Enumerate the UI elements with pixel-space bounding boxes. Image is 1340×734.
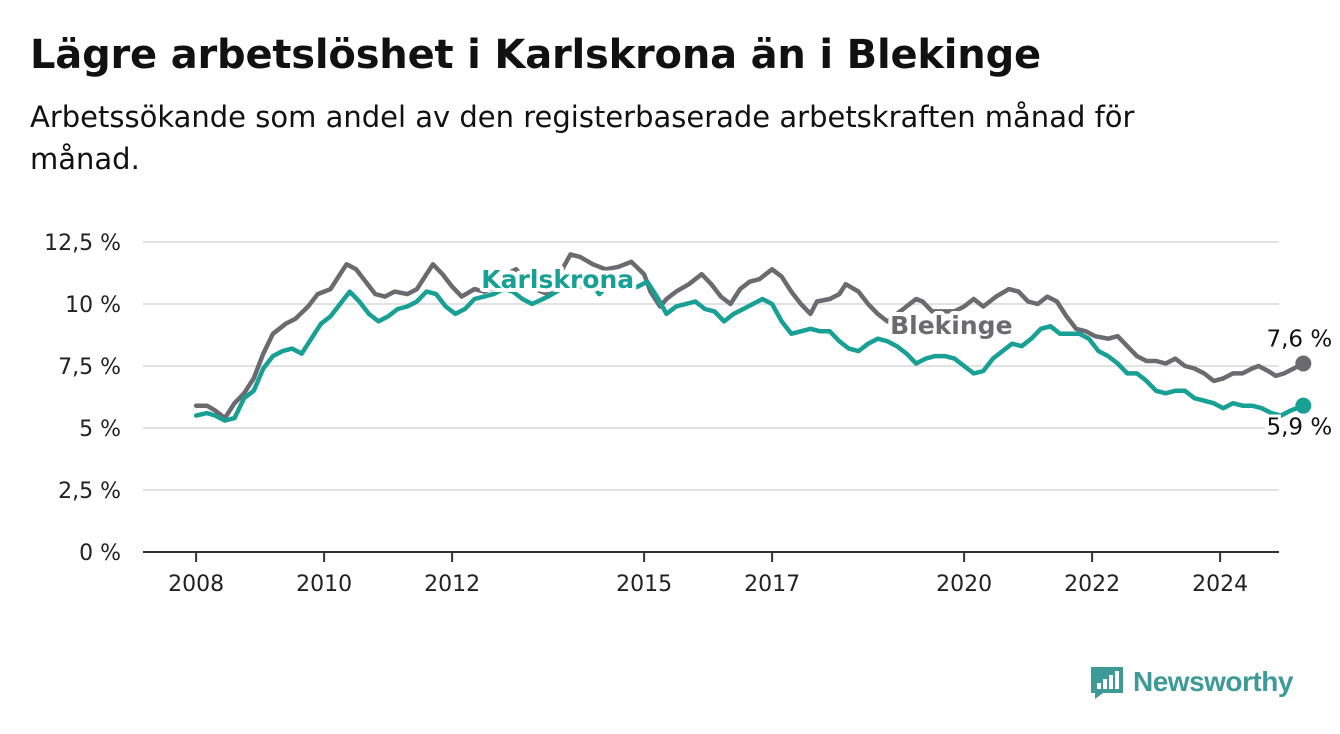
series-line-blekinge: [193, 252, 1306, 421]
x-tick-label: 2024: [1192, 572, 1248, 597]
series-name-label: Karlskrona: [481, 265, 634, 294]
brand-logo[interactable]: Newsworthy: [1089, 660, 1293, 704]
x-tick-label: 2008: [168, 572, 224, 597]
chart-title: Lägre arbetslöshet i Karlskrona än i Ble…: [30, 32, 1041, 78]
y-tick-label: 10 %: [65, 293, 121, 318]
gridlines: [143, 241, 1279, 491]
y-tick-label: 12,5 %: [44, 231, 121, 256]
end-point-karlskrona: [1295, 397, 1312, 414]
x-tick-label: 2020: [936, 572, 992, 597]
x-tick-label: 2010: [296, 572, 352, 597]
y-tick-label: 7,5 %: [58, 355, 121, 380]
y-tick-label: 2,5 %: [58, 479, 121, 504]
x-tick-label: 2022: [1064, 572, 1120, 597]
y-tick-label: 0 %: [79, 541, 121, 566]
series-line-karlskrona: [193, 274, 1306, 423]
x-axis: 2008 2010 2012 2015 2017 2020 2022 2024: [143, 551, 1279, 597]
end-value-label: 5,9 %: [1266, 415, 1332, 441]
x-tick-label: 2012: [424, 572, 480, 597]
y-tick-label: 5 %: [79, 417, 121, 442]
x-tick-label: 2017: [744, 572, 800, 597]
series-lines: [193, 252, 1312, 423]
brand-name: Newsworthy: [1133, 666, 1293, 697]
chart-subtitle: Arbetssökande som andel av den registerb…: [30, 100, 1135, 176]
series-labels: 7,6 % 5,9 % Blekinge Karlskrona: [477, 261, 1335, 443]
end-value-label: 7,6 %: [1266, 327, 1332, 353]
series-name-label: Blekinge: [890, 311, 1012, 340]
y-axis: 0 % 2,5 % 5 % 7,5 % 10 % 12,5 %: [44, 231, 121, 566]
end-point-blekinge: [1295, 355, 1312, 372]
x-tick-label: 2015: [616, 572, 672, 597]
newsworthy-logo-icon: [1091, 667, 1123, 699]
